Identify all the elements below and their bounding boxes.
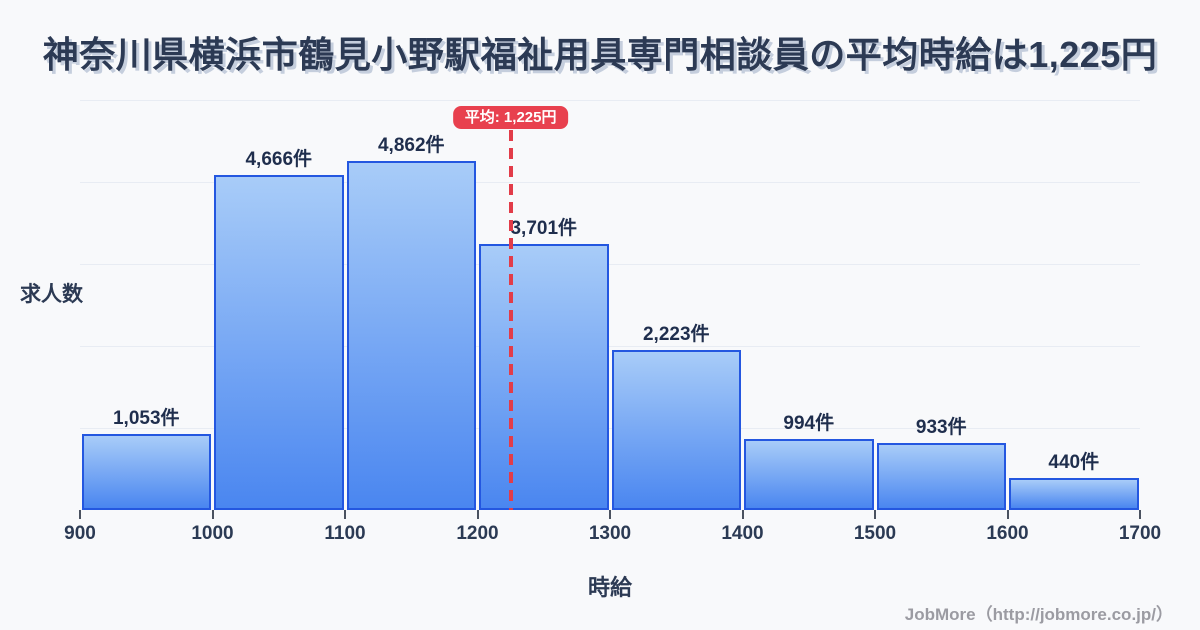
x-axis-tick-label: 1000 — [191, 523, 234, 544]
histogram-bar — [611, 350, 741, 510]
bar-value-label: 440件 — [1048, 452, 1100, 474]
x-axis-tick — [741, 510, 744, 519]
histogram-bar — [346, 160, 476, 510]
page-title: 神奈川県横浜市鶴見小野駅福祉用具専門相談員の平均時給は1,225円 — [42, 34, 1158, 75]
bar-value-label: 3,701件 — [510, 218, 578, 240]
gridline — [80, 428, 1140, 429]
histogram-bar — [876, 443, 1006, 510]
x-axis-tick — [344, 510, 346, 519]
x-axis-tick-label: 1100 — [324, 523, 366, 544]
x-axis-tick — [609, 510, 611, 519]
x-axis-tick-label: 1200 — [456, 523, 499, 544]
gridline — [80, 100, 1140, 101]
plot-area: 1,053件 4,666件 4,862件 3,701件 2,223件 994件 933件 44… — [80, 100, 1140, 510]
gridline — [80, 346, 1140, 347]
histogram-bar — [214, 175, 344, 510]
x-axis-tick — [211, 510, 214, 519]
x-axis-tick — [1006, 510, 1009, 519]
mean-badge: 平均: 1,225円 — [452, 106, 569, 129]
gridline — [80, 264, 1140, 265]
bar-value-label: 994件 — [783, 412, 835, 434]
x-axis-tick — [476, 510, 479, 519]
bar-value-label: 4,862件 — [377, 134, 445, 156]
histogram-bar — [744, 438, 874, 510]
bar-value-label: 933件 — [915, 417, 967, 439]
mean-dashed-line — [508, 130, 513, 510]
bar-value-label: 1,053件 — [112, 408, 180, 430]
x-axis-tick — [79, 510, 81, 519]
footer-credit: JobMore（http://jobmore.co.jp/） — [904, 605, 1173, 624]
x-axis-tick-label: 1300 — [588, 523, 632, 544]
x-axis-tick-label: 900 — [64, 523, 96, 544]
histogram-bar — [479, 244, 609, 510]
x-axis-tick-label: 1700 — [1118, 523, 1162, 544]
x-axis-tick — [1139, 510, 1141, 519]
x-axis-tick-label: 1400 — [721, 523, 764, 544]
bar-value-label: 4,666件 — [245, 149, 313, 171]
x-axis-label: 時給 — [587, 575, 632, 600]
x-axis-tick-label: 1600 — [986, 523, 1029, 544]
gridline — [80, 182, 1140, 183]
histogram-bar — [81, 434, 211, 510]
y-axis-label: 求人数 — [20, 283, 83, 306]
x-axis-tick — [874, 510, 876, 519]
bar-value-label: 2,223件 — [642, 324, 710, 346]
histogram-bar — [1009, 478, 1139, 510]
x-axis-tick-label: 1500 — [853, 523, 897, 544]
x-axis: 900 1000 1100 1200 1300 1400 1500 1600 1700 — [64, 510, 1161, 550]
